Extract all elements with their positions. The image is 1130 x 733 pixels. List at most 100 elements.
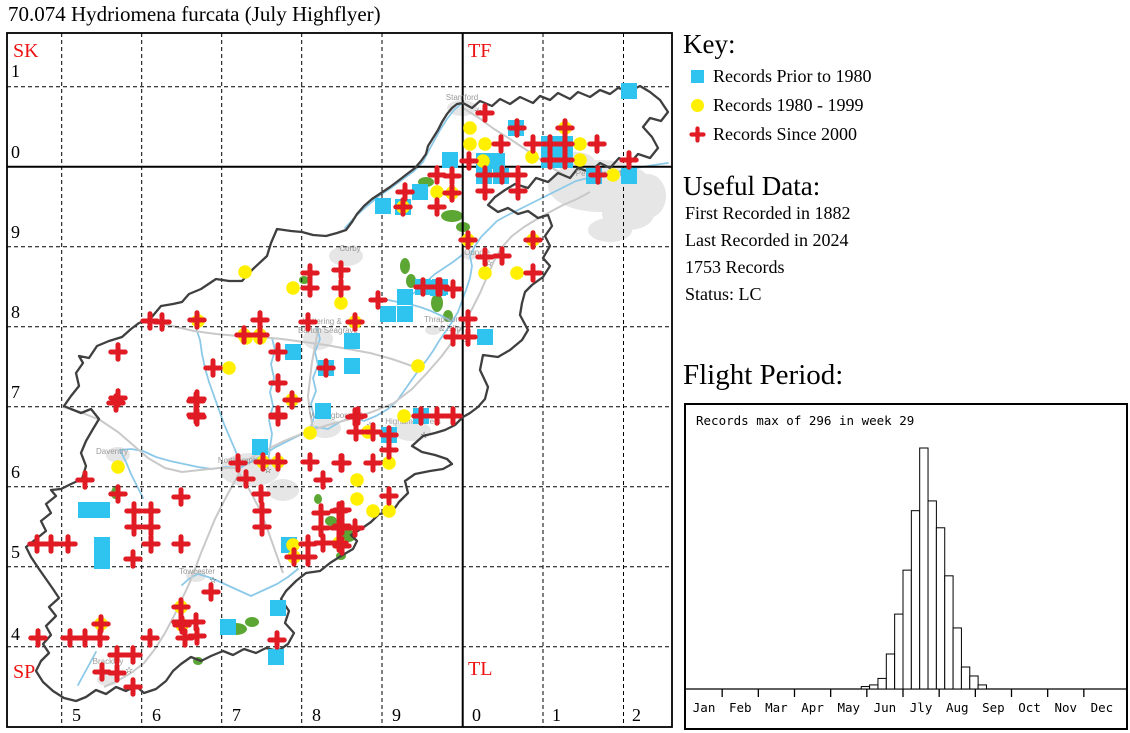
record-since2000-marker [252, 501, 272, 521]
last-recorded-text: Last Recorded in 2024 [685, 230, 849, 251]
grid-col-label: 5 [72, 705, 81, 725]
record-since2000-marker [171, 597, 191, 617]
place-label: Brackley [93, 657, 124, 666]
flight-period-bar [860, 686, 871, 690]
record-since2000-marker [475, 103, 495, 123]
record-since2000-marker [268, 342, 288, 362]
record-since2000-marker [282, 390, 302, 410]
record-1980-1999-marker [366, 504, 380, 518]
record-pre1980-marker [285, 344, 301, 360]
record-since2000-marker [124, 501, 144, 521]
useful-data-heading: Useful Data: [683, 171, 821, 201]
record-since2000-marker [458, 309, 478, 329]
record-pre1980-marker [94, 502, 110, 518]
record-since2000-marker [152, 312, 172, 332]
record-since2000-marker [187, 626, 207, 646]
record-pre1980-marker [621, 83, 637, 99]
place-label: Oundle [464, 248, 490, 257]
record-since2000-marker [368, 290, 388, 310]
record-1980-1999-marker [411, 359, 425, 373]
record-1980-1999-marker [573, 137, 587, 151]
record-1980-1999-marker [573, 153, 587, 167]
flight-period-bar [935, 527, 946, 690]
record-since2000-marker [92, 662, 112, 682]
record-since2000-marker [268, 452, 288, 472]
flight-period-bar [902, 569, 912, 690]
record-since2000-marker [268, 405, 288, 425]
record-since2000-marker [331, 260, 351, 280]
flight-period-bar [969, 675, 979, 690]
record-since2000-marker [413, 277, 433, 297]
record-since2000-marker [379, 440, 399, 460]
flight-period-bar [885, 653, 896, 690]
place-label: Daventry [96, 447, 128, 456]
record-since2000-marker [459, 151, 479, 171]
square-marker-icon [689, 67, 707, 85]
record-since2000-marker [300, 452, 320, 472]
record-pre1980-marker [252, 439, 268, 455]
record-pre1980-marker [397, 306, 413, 322]
month-axis-label: Jly [910, 700, 933, 715]
record-since2000-marker [427, 165, 447, 185]
key-item-1980-1999: Records 1980 - 1999 [689, 94, 871, 116]
record-pre1980-marker [477, 329, 493, 345]
place-label: & Islip [439, 324, 461, 333]
record-since2000-marker [588, 165, 608, 185]
record-1980-1999-marker [350, 473, 364, 487]
record-since2000-marker [492, 246, 512, 266]
flight-period-bar [877, 677, 887, 690]
record-since2000-marker [555, 118, 575, 138]
record-since2000-marker [427, 406, 447, 426]
record-since2000-marker [475, 165, 495, 185]
record-since2000-marker [329, 533, 349, 553]
place-label: Barton Seagrave [298, 326, 359, 335]
record-since2000-marker [427, 197, 447, 217]
record-since2000-marker [491, 134, 511, 154]
record-1980-1999-marker [350, 492, 364, 506]
record-since2000-marker [523, 134, 543, 154]
record-1980-1999-marker [303, 426, 317, 440]
grid-col-label: 6 [152, 705, 161, 725]
record-since2000-marker [443, 327, 463, 347]
record-since2000-marker [411, 406, 431, 426]
record-since2000-marker [311, 518, 331, 538]
month-axis-label: Jun [874, 700, 897, 715]
record-since2000-marker [228, 453, 248, 473]
record-since2000-marker [311, 503, 331, 523]
record-since2000-marker [393, 197, 413, 217]
record-since2000-marker [313, 533, 333, 553]
record-since2000-marker [379, 486, 399, 506]
record-1980-1999-marker [606, 168, 620, 182]
circle-marker-icon [689, 96, 707, 114]
record-since2000-marker [236, 469, 256, 489]
record-1980-1999-marker [476, 154, 490, 168]
record-1980-1999-marker [397, 409, 411, 423]
record-since2000-marker [345, 312, 365, 332]
record-since2000-marker [60, 628, 80, 648]
town-star-icon: ☆ [209, 575, 217, 585]
town-star-icon: ☆ [366, 420, 374, 430]
key-heading: Key: [683, 29, 736, 59]
record-since2000-marker [363, 453, 383, 473]
record-since2000-marker [508, 181, 528, 201]
key-item-since-2000: Records Since 2000 [689, 123, 871, 145]
record-1980-1999-marker [463, 121, 477, 135]
month-axis-label: Oct [1018, 700, 1041, 715]
grid-row-label: 9 [11, 222, 20, 242]
record-since2000-marker [124, 517, 144, 537]
place-label: Kettering & [302, 317, 342, 326]
record-since2000-marker [345, 518, 365, 538]
record-since2000-marker [123, 677, 143, 697]
key-item-label: Records 1980 - 1999 [713, 94, 864, 115]
grid-row-label: 1 [11, 61, 20, 81]
key-item-prior-1980: Records Prior to 1980 [689, 65, 871, 87]
first-recorded-text: First Recorded in 1882 [685, 203, 851, 224]
record-since2000-marker [123, 645, 143, 665]
month-axis-label: Dec [1091, 700, 1114, 715]
record-since2000-marker [140, 628, 160, 648]
record-since2000-marker [252, 517, 272, 537]
record-since2000-marker [123, 549, 143, 569]
record-since2000-marker [108, 342, 128, 362]
record-since2000-marker [41, 534, 61, 554]
